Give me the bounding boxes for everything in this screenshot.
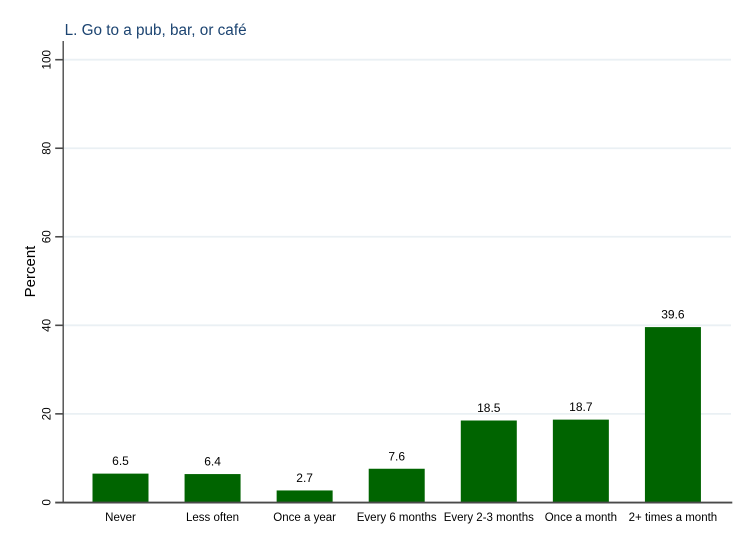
svg-text:Once a year: Once a year — [273, 512, 336, 524]
svg-text:L. Go to a pub, bar, or café: L. Go to a pub, bar, or café — [65, 22, 247, 39]
svg-text:18.5: 18.5 — [477, 401, 501, 415]
svg-text:6.4: 6.4 — [204, 455, 221, 469]
svg-text:Less often: Less often — [186, 512, 239, 524]
svg-text:18.7: 18.7 — [569, 400, 593, 414]
svg-text:6.5: 6.5 — [112, 454, 129, 468]
svg-text:7.6: 7.6 — [388, 449, 405, 463]
svg-text:2+ times a month: 2+ times a month — [629, 512, 718, 524]
svg-text:2.7: 2.7 — [296, 471, 313, 485]
svg-text:Percent: Percent — [22, 245, 39, 298]
svg-text:Once a month: Once a month — [545, 512, 617, 524]
svg-text:80: 80 — [40, 141, 53, 155]
svg-text:Never: Never — [105, 512, 136, 524]
svg-text:Every 6 months: Every 6 months — [357, 512, 437, 524]
svg-text:Every 2-3 months: Every 2-3 months — [444, 512, 534, 524]
svg-text:0: 0 — [40, 499, 53, 506]
svg-text:39.6: 39.6 — [661, 308, 685, 322]
svg-text:40: 40 — [40, 318, 53, 332]
svg-text:60: 60 — [40, 230, 53, 244]
svg-text:20: 20 — [40, 407, 53, 421]
svg-text:100: 100 — [40, 49, 53, 69]
